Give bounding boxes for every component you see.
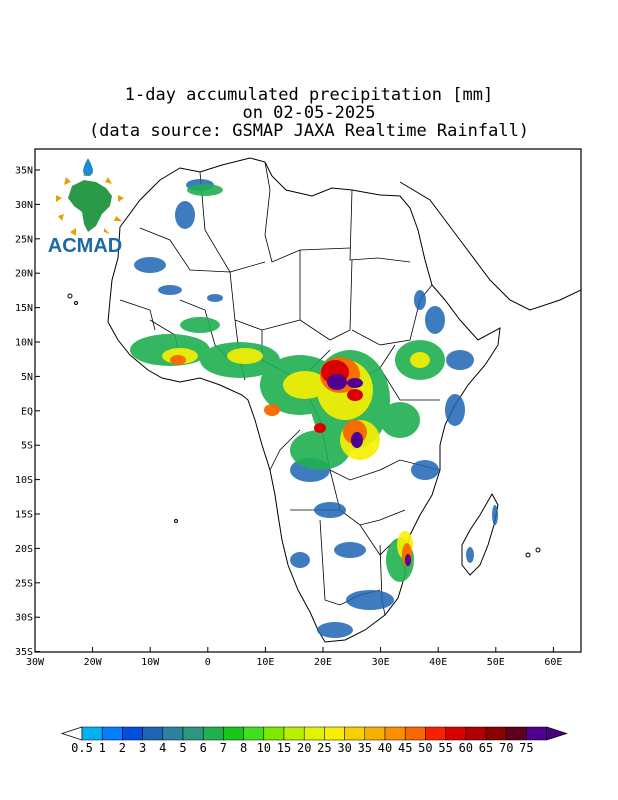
st-helena-island bbox=[174, 519, 178, 523]
colorbar-label: 5 bbox=[179, 741, 186, 755]
colorbar-label: 6 bbox=[200, 741, 207, 755]
colorbar-label: 45 bbox=[398, 741, 412, 755]
colorbar-swatch bbox=[344, 726, 366, 741]
lon-tick-label: 40E bbox=[429, 657, 447, 668]
colorbar-swatch bbox=[303, 726, 325, 741]
lon-tick-label: 20W bbox=[84, 657, 103, 668]
acmad-logo: ACMAD bbox=[48, 158, 124, 257]
lat-tick-label: 5N bbox=[21, 372, 33, 383]
logo-drop-icon bbox=[83, 158, 93, 176]
colorbar-swatch bbox=[445, 726, 467, 741]
colorbar-label: 30 bbox=[337, 741, 351, 755]
colorbar-swatch bbox=[223, 726, 244, 741]
colorbar-label: 65 bbox=[479, 741, 493, 755]
colorbar-label: 7 bbox=[220, 741, 227, 755]
colorbar-label: 2 bbox=[119, 741, 126, 755]
colorbar-label: 15 bbox=[277, 741, 291, 755]
mauritius-island bbox=[525, 552, 531, 558]
lat-tick-label: 35N bbox=[15, 166, 33, 177]
colorbar-swatch bbox=[263, 726, 285, 741]
lat-tick-label: 25S bbox=[15, 578, 33, 589]
map-data-source: (data source: GSMAP JAXA Realtime Rainfa… bbox=[88, 121, 530, 141]
logo-text: ACMAD bbox=[48, 235, 122, 257]
cape-verde-island bbox=[67, 293, 73, 299]
colorbar-swatch bbox=[404, 726, 426, 741]
arabian-peninsula bbox=[399, 181, 581, 311]
colorbar-swatch bbox=[182, 726, 204, 741]
colorbar-label: 50 bbox=[418, 741, 432, 755]
colorbar-label: 40 bbox=[378, 741, 392, 755]
lat-tick-label: 20N bbox=[15, 269, 33, 280]
colorbar-swatch bbox=[122, 726, 143, 741]
colorbar-swatch bbox=[384, 726, 406, 741]
lat-tick-label: 5S bbox=[21, 441, 33, 452]
colorbar-swatch bbox=[485, 726, 507, 741]
lat-tick-label: 30S bbox=[15, 613, 33, 624]
colorbar-swatch bbox=[465, 726, 487, 741]
colorbar-label: 60 bbox=[459, 741, 473, 755]
colorbar-swatch bbox=[142, 726, 164, 741]
colorbar-swatch bbox=[81, 726, 103, 741]
lat-tick-label: 20S bbox=[15, 544, 33, 555]
colorbar-label: 75 bbox=[519, 741, 533, 755]
colorbar-left-arrow-icon bbox=[60, 726, 83, 741]
lon-tick-label: 60E bbox=[544, 657, 562, 668]
precipitation-field bbox=[130, 179, 498, 638]
colorbar-swatch bbox=[202, 726, 224, 741]
colorbar-label: 70 bbox=[499, 741, 513, 755]
lon-tick-label: 10W bbox=[141, 657, 160, 668]
lat-tick-label: 10N bbox=[15, 338, 33, 349]
lat-tick-label: 35S bbox=[15, 647, 33, 658]
colorbar-label: 4 bbox=[159, 741, 166, 755]
colorbar-swatch bbox=[425, 726, 446, 741]
colorbar-right-arrow-icon bbox=[546, 726, 568, 741]
colorbar-swatch bbox=[101, 726, 123, 741]
colorbar-label: 20 bbox=[297, 741, 311, 755]
lon-tick-label: 20E bbox=[314, 657, 332, 668]
colorbar-label: 35 bbox=[358, 741, 372, 755]
reunion-island bbox=[535, 547, 541, 553]
cape-verde-island bbox=[74, 301, 78, 305]
lon-tick-label: 30W bbox=[26, 657, 45, 668]
longitude-axis: 30W 20W 10W 0 10E 20E 30E 40E 50E 60E bbox=[26, 647, 562, 668]
colorbar-swatch bbox=[162, 726, 184, 741]
lat-tick-label: 30N bbox=[15, 200, 33, 211]
colorbar-swatch bbox=[526, 726, 547, 741]
lat-tick-label: 15S bbox=[15, 510, 33, 521]
colorbar-label: 1 bbox=[99, 741, 106, 755]
colorbar-label: 0.5 bbox=[71, 741, 93, 755]
lat-tick-label: EQ bbox=[21, 406, 33, 417]
latitude-axis: 35N 30N 25N 20N 15N 10N 5N EQ 5S 10S 15S 20S 25S 30S 3… bbox=[15, 166, 40, 658]
logo-africa-icon bbox=[68, 180, 112, 232]
map-date: on 02-05-2025 bbox=[242, 103, 376, 123]
colorbar-label: 3 bbox=[139, 741, 146, 755]
lon-tick-label: 0 bbox=[205, 657, 211, 668]
colorbar-label: 10 bbox=[257, 741, 271, 755]
colorbar-swatch bbox=[364, 726, 386, 741]
colorbar-swatch bbox=[243, 726, 265, 741]
colorbar-label: 25 bbox=[317, 741, 331, 755]
colorbar-legend: 0.5 1 2 3 4 5 6 7 8 10 15 20 25 30 35 40 45 50 55 60 65 70 75 bbox=[60, 726, 568, 755]
lat-tick-label: 10S bbox=[15, 475, 33, 486]
lon-tick-label: 50E bbox=[487, 657, 505, 668]
colorbar-swatch bbox=[324, 726, 345, 741]
map-title: 1-day accumulated precipitation [mm] bbox=[124, 85, 494, 105]
colorbar-label: 8 bbox=[240, 741, 247, 755]
colorbar-swatch bbox=[505, 726, 527, 741]
lon-tick-label: 30E bbox=[372, 657, 390, 668]
colorbar-label: 55 bbox=[438, 741, 452, 755]
lat-tick-label: 15N bbox=[15, 303, 33, 314]
colorbar-swatch bbox=[283, 726, 305, 741]
lat-tick-label: 25N bbox=[15, 234, 33, 245]
lon-tick-label: 10E bbox=[256, 657, 274, 668]
